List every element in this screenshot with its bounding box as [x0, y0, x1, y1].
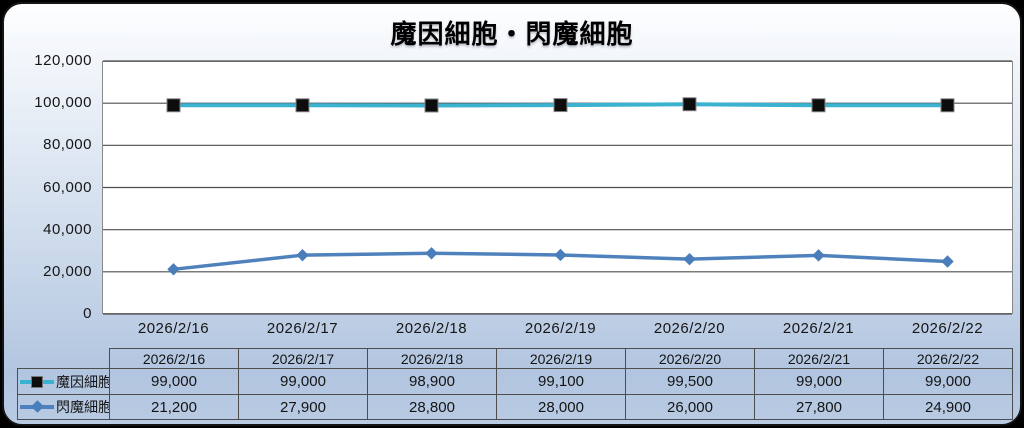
table-corner-cell — [18, 349, 110, 369]
x-axis-label: 2026/2/17 — [266, 320, 339, 337]
y-axis-label: 40,000 — [43, 220, 92, 238]
x-axis-label: 2026/2/16 — [137, 320, 210, 337]
series-legend-cell: 魔因細胞 — [17, 368, 110, 395]
table-header-cell: 2026/2/16 — [109, 348, 239, 369]
series-legend-cell: 閃魔細胞 — [17, 394, 110, 420]
table-value-cell: 21,200 — [109, 394, 239, 420]
y-axis-label: 0 — [83, 305, 92, 322]
y-axis-label: 80,000 — [43, 136, 92, 154]
table-value-cell: 24,900 — [883, 394, 1013, 420]
table-header-cell: 2026/2/19 — [496, 348, 626, 369]
data-table: 2026/2/16 2026/2/17 2026/2/18 2026/2/19 2026… — [17, 348, 1013, 420]
y-axis-label: 60,000 — [43, 178, 92, 196]
table-value-cell: 99,500 — [625, 368, 755, 395]
y-axis-label: 120,000 — [34, 52, 92, 69]
table-value-cell: 99,000 — [754, 368, 884, 395]
table-value-cell: 28,800 — [367, 394, 497, 420]
x-axis-label: 2026/2/18 — [395, 320, 468, 337]
x-axis-label: 2026/2/19 — [524, 320, 597, 337]
series-name-label: 魔因細胞 — [56, 373, 110, 390]
table-value-cell: 26,000 — [625, 394, 755, 420]
square-legend-key-icon — [20, 375, 54, 388]
table-header-cell: 2026/2/22 — [883, 348, 1013, 369]
table-value-cell: 28,000 — [496, 394, 626, 420]
x-axis-label: 2026/2/20 — [653, 320, 726, 337]
table-value-cell: 27,900 — [238, 394, 368, 420]
table-value-cell: 99,100 — [496, 368, 626, 395]
y-axis-label: 100,000 — [34, 94, 92, 112]
x-axis-label: 2026/2/22 — [911, 320, 984, 337]
table-value-cell: 27,800 — [754, 394, 884, 420]
table-value-cell: 99,000 — [238, 368, 368, 395]
x-axis-label: 2026/2/21 — [782, 320, 855, 337]
series-name-label: 閃魔細胞 — [56, 399, 110, 415]
table-header-cell: 2026/2/17 — [238, 348, 368, 369]
plot-area — [102, 61, 1013, 314]
table-value-cell: 98,900 — [367, 368, 497, 395]
table-header-cell: 2026/2/21 — [754, 348, 884, 369]
table-header-cell: 2026/2/20 — [625, 348, 755, 369]
diamond-legend-key-icon — [20, 400, 54, 413]
table-value-cell: 99,000 — [109, 368, 239, 395]
y-axis-label: 20,000 — [43, 262, 92, 280]
chart-title: 魔因細胞・閃魔細胞 — [390, 19, 634, 49]
table-header-cell: 2026/2/18 — [367, 348, 497, 369]
table-value-cell: 99,000 — [883, 368, 1013, 395]
